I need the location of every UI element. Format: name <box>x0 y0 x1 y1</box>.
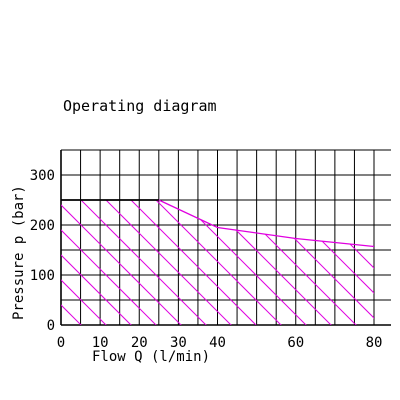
operating-region-boundary <box>61 199 375 248</box>
x-tick-label: 60 <box>287 335 304 351</box>
axis-ticks: 0 10 20 30 40 60 80 0 100 200 300 <box>30 168 383 351</box>
x-tick-label: 20 <box>131 335 148 351</box>
x-tick-label: 10 <box>92 335 109 351</box>
y-axis-label: Pressure p (bar) <box>11 185 27 320</box>
hatch-line <box>135 200 317 325</box>
hatch-line <box>85 200 267 325</box>
hatch-line <box>360 200 374 325</box>
y-tick-label: 300 <box>30 168 55 184</box>
hatch-line <box>61 200 167 325</box>
hatch-line <box>61 200 217 325</box>
x-axis-label: Flow Q (l/min) <box>92 349 210 365</box>
x-tick-label: 0 <box>57 335 65 351</box>
x-tick-label: 30 <box>170 335 187 351</box>
hatch-line <box>61 200 242 325</box>
hatch-line <box>386 180 400 360</box>
chart-title: Operating diagram <box>63 97 217 115</box>
y-tick-label: 0 <box>47 318 55 334</box>
hatch-line <box>61 200 192 325</box>
hatch-line <box>285 200 374 325</box>
x-tick-label: 80 <box>366 335 383 351</box>
operating-region-hatch <box>61 180 400 360</box>
pressure-falloff-curve <box>158 199 375 248</box>
hatch-line <box>110 200 292 325</box>
hatch-line <box>235 200 374 325</box>
hatch-line <box>260 200 374 325</box>
hatch-line <box>160 200 342 325</box>
y-tick-label: 100 <box>30 268 55 284</box>
chart-grid <box>60 149 391 326</box>
hatch-line <box>335 200 374 325</box>
hatch-line <box>310 200 374 325</box>
x-tick-label: 40 <box>209 335 226 351</box>
y-tick-label: 200 <box>30 218 55 234</box>
hatch-line <box>210 200 374 325</box>
